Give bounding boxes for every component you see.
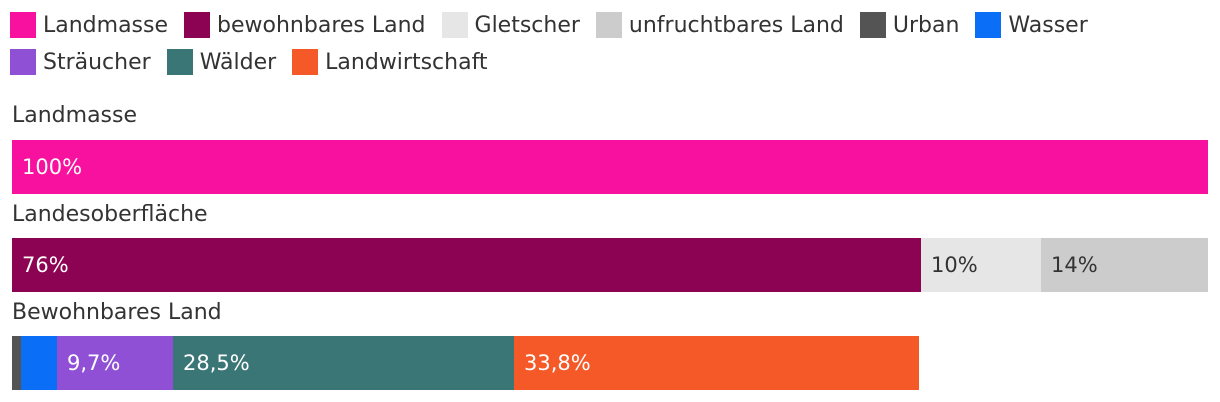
bar-segment-urban bbox=[12, 336, 21, 390]
bar-segment-gletscher bbox=[921, 238, 1041, 292]
legend-label-urban: Urban bbox=[892, 12, 960, 38]
bar-landmasse: 100% bbox=[12, 140, 1208, 194]
data-label-bewohnbar: 76% bbox=[22, 253, 69, 277]
bar-segment-straeucher bbox=[57, 336, 173, 390]
legend-swatch-bewohnbar bbox=[184, 12, 211, 38]
row-label-landesoberflaeche: Landesoberfläche bbox=[12, 202, 208, 227]
row-label-bewohnbares-land: Bewohnbares Land bbox=[12, 300, 222, 325]
legend-item-bewohnbar: bewohnbares Land bbox=[184, 10, 426, 40]
legend-label-landwirtschaft: Landwirtschaft bbox=[325, 49, 488, 75]
legend-item-waelder: Wälder bbox=[166, 47, 277, 77]
legend-item-landmasse: Landmasse bbox=[10, 10, 168, 40]
data-label-unfruchtbar: 14% bbox=[1051, 253, 1098, 277]
chart-legend: Landmasse bewohnbares Land Gletscher unfruc… bbox=[10, 10, 1210, 77]
bar-segment-wasser bbox=[21, 336, 57, 390]
legend-swatch-straeucher bbox=[10, 49, 36, 75]
legend-label-unfruchtbar: unfruchtbares Land bbox=[628, 12, 844, 38]
legend-swatch-urban bbox=[859, 12, 886, 38]
legend-swatch-wasser bbox=[975, 12, 1002, 38]
legend-label-bewohnbar: bewohnbares Land bbox=[217, 12, 426, 38]
legend-item-wasser: Wasser bbox=[975, 10, 1088, 40]
legend-item-landwirtschaft: Landwirtschaft bbox=[292, 47, 488, 77]
legend-label-waelder: Wälder bbox=[199, 49, 277, 75]
legend-item-gletscher: Gletscher bbox=[441, 10, 580, 40]
bar-bewohnbares-land: 9,7% 28,5% 33,8% bbox=[12, 336, 1208, 390]
bar-segment-waelder bbox=[173, 336, 514, 390]
legend-item-unfruchtbar: unfruchtbares Land bbox=[595, 10, 844, 40]
legend-swatch-gletscher bbox=[441, 12, 468, 38]
legend-swatch-waelder bbox=[166, 49, 193, 75]
legend-label-landmasse: Landmasse bbox=[43, 12, 169, 38]
bar-segment-landmasse bbox=[12, 140, 1208, 194]
legend-label-wasser: Wasser bbox=[1008, 12, 1088, 38]
legend-swatch-landwirtschaft bbox=[292, 49, 319, 75]
data-label-waelder: 28,5% bbox=[183, 351, 250, 375]
bar-segment-landwirtschaft bbox=[514, 336, 919, 390]
legend-swatch-landmasse bbox=[10, 12, 36, 38]
data-label-straeucher: 9,7% bbox=[67, 351, 121, 375]
legend-swatch-unfruchtbar bbox=[595, 12, 622, 38]
row-label-landmasse: Landmasse bbox=[12, 103, 138, 128]
data-label-gletscher: 10% bbox=[931, 253, 978, 277]
legend-label-straeucher: Sträucher bbox=[43, 49, 151, 75]
bar-landesoberflaeche: 76% 10% 14% bbox=[12, 238, 1208, 292]
legend-label-gletscher: Gletscher bbox=[474, 12, 580, 38]
data-label-landwirtschaft: 33,8% bbox=[524, 351, 591, 375]
bar-segment-unfruchtbar bbox=[1041, 238, 1208, 292]
bar-segment-bewohnbar bbox=[12, 238, 921, 292]
data-label-landmasse: 100% bbox=[22, 155, 83, 179]
legend-item-straeucher: Sträucher bbox=[10, 47, 151, 77]
legend-item-urban: Urban bbox=[859, 10, 960, 40]
